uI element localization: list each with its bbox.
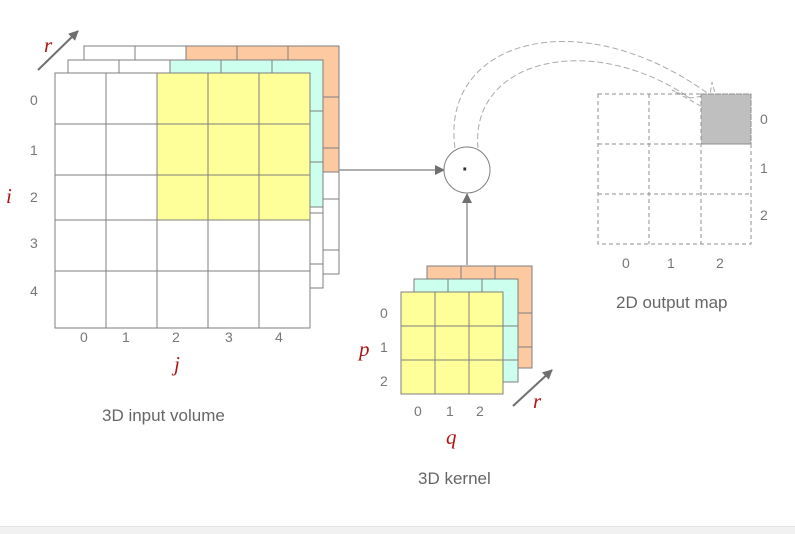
footer-bar — [0, 526, 795, 534]
input-row-label-4: 4 — [30, 283, 38, 299]
output-map: 0 1 2 0 1 2 2D output map — [597, 93, 768, 312]
input-col-variable: j — [171, 352, 180, 376]
kernel: 0 1 2 0 1 2 p q r 3D kernel — [357, 265, 553, 488]
input-col-label-0: 0 — [80, 329, 88, 345]
input-row-label-1: 1 — [30, 142, 38, 158]
output-map-caption: 2D output map — [616, 293, 728, 312]
input-col-label-3: 3 — [225, 329, 233, 345]
output-col-label-1: 1 — [667, 255, 675, 271]
input-row-label-0: 0 — [30, 92, 38, 108]
kernel-caption: 3D kernel — [418, 469, 491, 488]
input-row-label-2: 2 — [30, 189, 38, 205]
output-row-label-0: 0 — [760, 111, 768, 127]
kernel-row-label-1: 1 — [380, 339, 388, 355]
input-volume-caption: 3D input volume — [102, 406, 225, 425]
kernel-row-variable: p — [357, 337, 370, 361]
input-row-variable: i — [6, 184, 12, 208]
kernel-row-label-0: 0 — [380, 305, 388, 321]
input-col-label-2: 2 — [172, 329, 180, 345]
input-depth-arrow — [37, 30, 79, 71]
input-col-label-1: 1 — [122, 329, 130, 345]
output-row-label-1: 1 — [760, 160, 768, 176]
curved-arrow-to-output — [453, 41, 723, 149]
kernel-row-label-2: 2 — [380, 373, 388, 389]
kernel-col-label-0: 0 — [414, 403, 422, 419]
operator-symbol: · — [462, 159, 469, 181]
kernel-depth-arrow — [512, 369, 553, 407]
output-col-label-0: 0 — [622, 255, 630, 271]
kernel-col-label-1: 1 — [446, 403, 454, 419]
input-col-label-4: 4 — [275, 329, 283, 345]
kernel-depth-variable: r — [533, 389, 542, 413]
input-depth-variable: r — [44, 33, 53, 57]
input-row-label-3: 3 — [30, 235, 38, 251]
output-col-label-2: 2 — [716, 255, 724, 271]
dot-operator: · — [443, 146, 491, 194]
kernel-col-variable: q — [446, 425, 457, 449]
output-row-label-2: 2 — [760, 207, 768, 223]
output-highlight-cell — [701, 94, 751, 144]
kernel-col-label-2: 2 — [476, 403, 484, 419]
input-layer-front — [54, 72, 311, 329]
input-volume: 0 1 2 3 4 0 1 2 3 4 i j r 3D input volum… — [6, 30, 340, 425]
kernel-layer-front — [400, 291, 504, 395]
